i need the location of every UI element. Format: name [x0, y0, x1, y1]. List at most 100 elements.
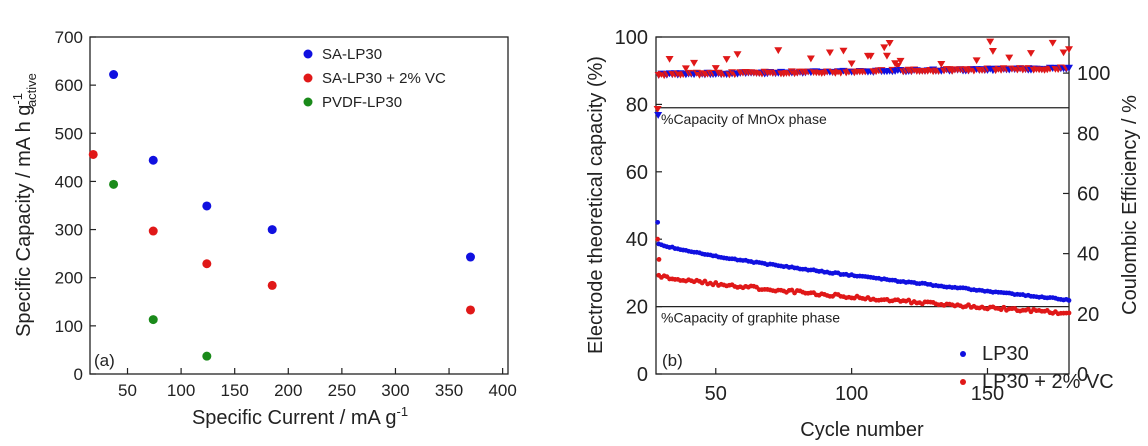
point-sa-lp30-2-vc-4	[465, 305, 475, 315]
ce-point-lp30-vc	[1026, 50, 1035, 57]
panel-a: 0 100 200 300 400 500 600 700 50 100 150 200 250 300…	[10, 28, 517, 429]
point-sa-lp30-2-vc-0	[88, 149, 98, 159]
y-ticks-b: 0 20 40 60 80 100	[615, 27, 662, 386]
y-tick-label-a: 500	[55, 124, 83, 143]
capacity-point-lp30-vc	[1066, 310, 1072, 316]
x-tick-label-a: 250	[328, 381, 356, 400]
ce-point-lp30-vc	[825, 49, 834, 57]
ce-point-lp30-vc	[839, 47, 848, 55]
plot-frame-b	[655, 36, 1070, 375]
point-sa-lp30-2-vc-2	[202, 259, 212, 269]
x-tick-label-b: 150	[971, 383, 1004, 405]
panel-label-b: (b)	[662, 351, 683, 370]
ce-point-lp30-vc	[880, 44, 889, 52]
legend-label-sa-lp30: SA-LP30	[322, 46, 382, 63]
data-points-b	[653, 38, 1073, 317]
legend-marker-sa-lp30-vc	[303, 73, 313, 83]
reference-label-0: %Capacity of MnOx phase	[661, 111, 827, 127]
y-tick-label-a: 0	[74, 365, 83, 384]
ce-first-point-lp30-vc	[653, 106, 662, 113]
y2-ticks-b: 0 20 40 60 80 100	[1063, 63, 1110, 386]
y-tick-label-b: 0	[637, 364, 648, 386]
reference-lines-b: %Capacity of MnOx phase %Capacity of grap…	[656, 107, 1069, 326]
ce-point-lp30-vc	[972, 57, 981, 65]
ce-point-lp30-vc	[665, 56, 674, 63]
ce-first-point-lp30	[654, 112, 663, 119]
y-tick-label-a: 600	[55, 76, 83, 95]
legend-label-lp30: LP30	[982, 343, 1029, 365]
data-points-a	[88, 70, 475, 361]
ce-point-lp30	[1065, 64, 1073, 72]
capacity-first-point-lp30-vc-1	[656, 257, 662, 262]
ce-point-lp30-vc	[937, 61, 946, 68]
y2-axis-label-b: Coulombic Efficiency / %	[1119, 95, 1141, 315]
y-tick-label-b: 60	[626, 162, 648, 184]
ce-point-lp30-vc	[896, 57, 905, 65]
reference-label-1: %Capacity of graphite phase	[661, 310, 840, 326]
legend-a: SA-LP30 SA-LP30 + 2% VC PVDF-LP30	[303, 46, 446, 111]
point-sa-lp30-0	[109, 70, 119, 80]
capacity-first-point-lp30	[655, 219, 661, 225]
x-tick-label-a: 350	[435, 381, 463, 400]
legend-marker-lp30-vc	[960, 379, 966, 385]
panel-label-a: (a)	[94, 351, 115, 370]
y-tick-label-b: 20	[626, 297, 648, 319]
point-sa-lp30-1	[148, 155, 158, 165]
point-sa-lp30-2	[202, 201, 212, 211]
y-ticks-a: 0 100 200 300 400 500 600 700	[55, 28, 96, 384]
ce-point-lp30-vc	[774, 47, 783, 55]
ce-point-lp30-vc	[866, 52, 875, 60]
legend-label-sa-lp30-vc: SA-LP30 + 2% VC	[322, 70, 446, 87]
point-sa-lp30-3	[267, 225, 277, 235]
panel-b: %Capacity of MnOx phase %Capacity of grap…	[585, 27, 1141, 441]
ce-point-lp30-vc	[690, 59, 699, 67]
ce-point-lp30-vc	[988, 48, 997, 55]
x-tick-label-a: 400	[488, 381, 516, 400]
x-tick-label-a: 200	[274, 381, 302, 400]
y-axis-label-a-sub: active	[24, 73, 39, 107]
y-axis-label-a: Specific Capacity / mA h g-1active	[10, 73, 39, 337]
y-tick-label-a: 100	[55, 317, 83, 336]
legend-marker-sa-lp30	[303, 49, 313, 59]
y-tick-label-a: 300	[55, 221, 83, 240]
x-ticks-a: 50 100 150 200 250 300 350 400	[118, 368, 517, 400]
capacity-point-lp30	[1066, 298, 1072, 303]
x-tick-label-a: 50	[118, 381, 137, 400]
ce-point-lp30-vc	[1065, 46, 1073, 54]
legend-b: LP30 LP30 + 2% VC	[960, 343, 1114, 393]
x-axis-label-a-sup: -1	[396, 404, 408, 419]
y-tick-label-b: 100	[615, 27, 648, 49]
ce-point-lp30-vc	[1005, 54, 1014, 62]
x-ticks-b: 50 100 150	[705, 368, 1004, 405]
y2-tick-label-b: 100	[1077, 63, 1110, 85]
ce-point-lp30-vc	[885, 39, 894, 47]
y-tick-label-a: 200	[55, 269, 83, 288]
ce-point-lp30-vc	[1059, 49, 1068, 57]
x-tick-label-a: 150	[221, 381, 249, 400]
ce-point-lp30-vc	[806, 55, 815, 63]
y-axis-label-a-sup: -1	[10, 93, 25, 105]
ce-point-lp30-vc	[847, 60, 856, 68]
x-axis-label-a-text: Specific Current / mA g	[192, 407, 397, 429]
y2-tick-label-b: 80	[1077, 123, 1099, 145]
x-tick-label-a: 100	[167, 381, 195, 400]
y-tick-label-a: 700	[55, 28, 83, 47]
ce-point-lp30-vc	[681, 65, 690, 73]
plot-frame-a	[89, 36, 509, 375]
x-axis-label-a: Specific Current / mA g-1	[192, 404, 408, 429]
capacity-first-point-lp30-vc-0	[655, 236, 661, 242]
y-axis-label-b: Electrode theoretical capacity (%)	[585, 56, 607, 354]
ce-point-lp30-vc	[711, 65, 720, 72]
legend-label-lp30-vc: LP30 + 2% VC	[982, 371, 1114, 393]
y-tick-label-b: 80	[626, 94, 648, 116]
ce-point-lp30-vc	[733, 51, 742, 59]
x-axis-label-b: Cycle number	[800, 419, 924, 441]
y2-tick-label-b: 0	[1077, 364, 1088, 386]
point-sa-lp30-2-vc-3	[267, 280, 277, 290]
legend-marker-pvdf-lp30	[303, 97, 313, 107]
point-sa-lp30-2-vc-1	[148, 226, 158, 236]
x-tick-label-b: 50	[705, 383, 727, 405]
x-tick-label-b: 100	[835, 383, 868, 405]
y-tick-label-b: 40	[626, 229, 648, 251]
